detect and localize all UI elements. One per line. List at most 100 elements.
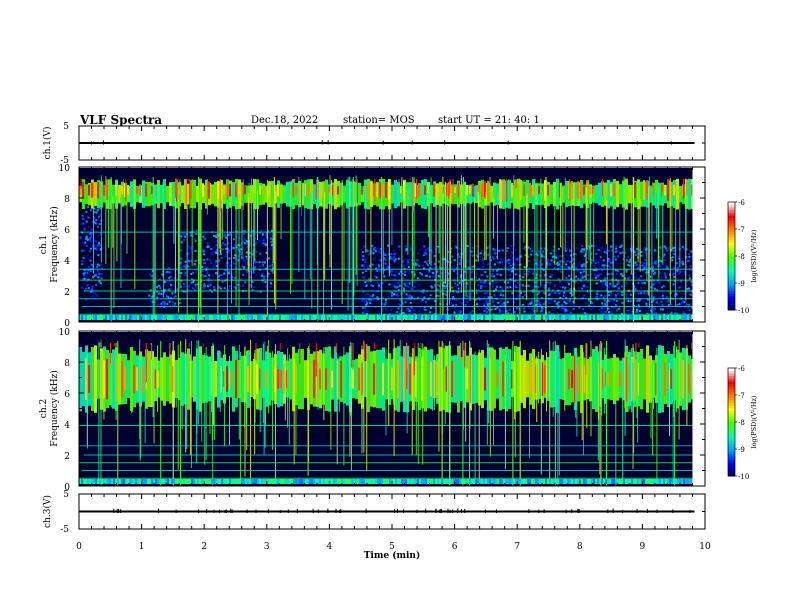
hiss-speck [421,298,424,301]
hiss-speck [156,290,159,293]
hiss-speck [518,290,521,293]
hiss-speck [568,267,571,270]
hiss-speck [379,252,382,255]
chorus-band-segment [613,353,616,405]
hiss-speck [425,249,428,252]
hiss-speck [593,265,596,268]
hiss-speck [580,277,583,280]
hiss-speck [538,291,541,294]
lowfreq-cell [411,315,413,320]
colorbar-cell [728,269,735,273]
chorus-band-segment [394,347,397,411]
hiss-speck [645,304,648,307]
hiss-speck [163,288,166,291]
hiss-speck [90,209,93,212]
lowfreq-cell [253,479,255,484]
lowfreq-cell [677,479,679,484]
hiss-speck [269,264,272,267]
lowfreq-cell [597,315,599,320]
colorbar-label: log(PSD)(V²/Hz) [750,395,758,448]
hiss-speck [385,254,388,257]
lowfreq-cell [133,479,135,484]
chorus-band-segment [517,178,520,210]
hiss-speck [172,296,175,299]
chorus-band-core [235,183,237,197]
hiss-speck [224,255,227,258]
chorus-band-core [367,181,369,199]
hiss-speck [440,267,443,270]
hiss-speck [90,287,93,290]
hiss-speck [398,245,401,248]
y-tick-label: 2 [64,288,70,298]
hiss-speck [450,265,453,268]
chorus-band-core [124,183,126,198]
hiss-speck [477,296,480,299]
hiss-speck [636,267,639,270]
hiss-speck [217,275,220,278]
hiss-speck [241,257,244,260]
hiss-speck [588,269,591,272]
chorus-band-segment [358,182,361,206]
lowfreq-cell [191,315,193,320]
hiss-speck [644,248,647,251]
lowfreq-cell [457,479,459,484]
lowfreq-cell [567,315,569,320]
hiss-speck [372,294,375,297]
lowfreq-cell [631,315,633,320]
chorus-band-core [502,361,504,397]
hiss-speck [498,308,501,311]
hiss-speck [596,295,599,298]
hiss-speck [586,248,589,251]
chorus-band-segment [649,185,652,203]
hiss-speck [90,240,93,243]
hiss-speck [190,281,193,284]
hiss-speck [427,247,430,250]
lowfreq-cell [453,315,455,320]
hiss-speck [380,283,383,286]
hiss-speck [474,248,477,251]
hiss-speck [634,261,637,264]
lowfreq-cell [261,479,263,484]
hiss-speck [673,286,676,289]
lowfreq-cell [435,479,437,484]
hiss-speck [90,290,93,293]
hiss-speck [364,258,367,261]
hiss-speck [659,272,662,275]
hiss-speck [372,284,375,287]
chorus-band-core [397,359,399,399]
hiss-speck [518,258,521,261]
lowfreq-cell [471,479,473,484]
hiss-speck [156,286,159,289]
chorus-band-core [655,362,657,396]
lowfreq-cell [487,315,489,320]
hiss-speck [600,268,603,271]
hiss-speck [596,290,599,293]
chorus-band-segment [550,350,553,408]
lowfreq-cell [635,315,637,320]
hiss-speck [603,299,606,302]
lowfreq-cell [447,315,449,320]
hiss-speck [688,258,691,261]
hiss-speck [390,294,393,297]
lowfreq-cell [85,479,87,484]
hiss-speck [389,255,392,258]
hiss-speck [557,278,560,281]
hiss-speck [203,237,206,240]
colorbar-tick-label: -9 [738,280,745,288]
chorus-band-segment [463,350,466,408]
hiss-speck [407,294,410,297]
chorus-band-core [352,369,354,389]
hiss-speck [548,282,551,285]
hiss-speck [485,292,488,295]
hiss-speck [469,278,472,281]
hiss-speck [566,260,569,263]
hiss-speck [244,230,247,233]
hiss-speck [479,281,482,284]
hiss-speck [212,264,215,267]
lowfreq-cell [279,479,281,484]
hiss-speck [363,266,366,269]
lowfreq-cell [417,479,419,484]
hiss-speck [436,273,439,276]
hiss-speck [675,262,678,265]
hiss-speck [264,281,267,284]
